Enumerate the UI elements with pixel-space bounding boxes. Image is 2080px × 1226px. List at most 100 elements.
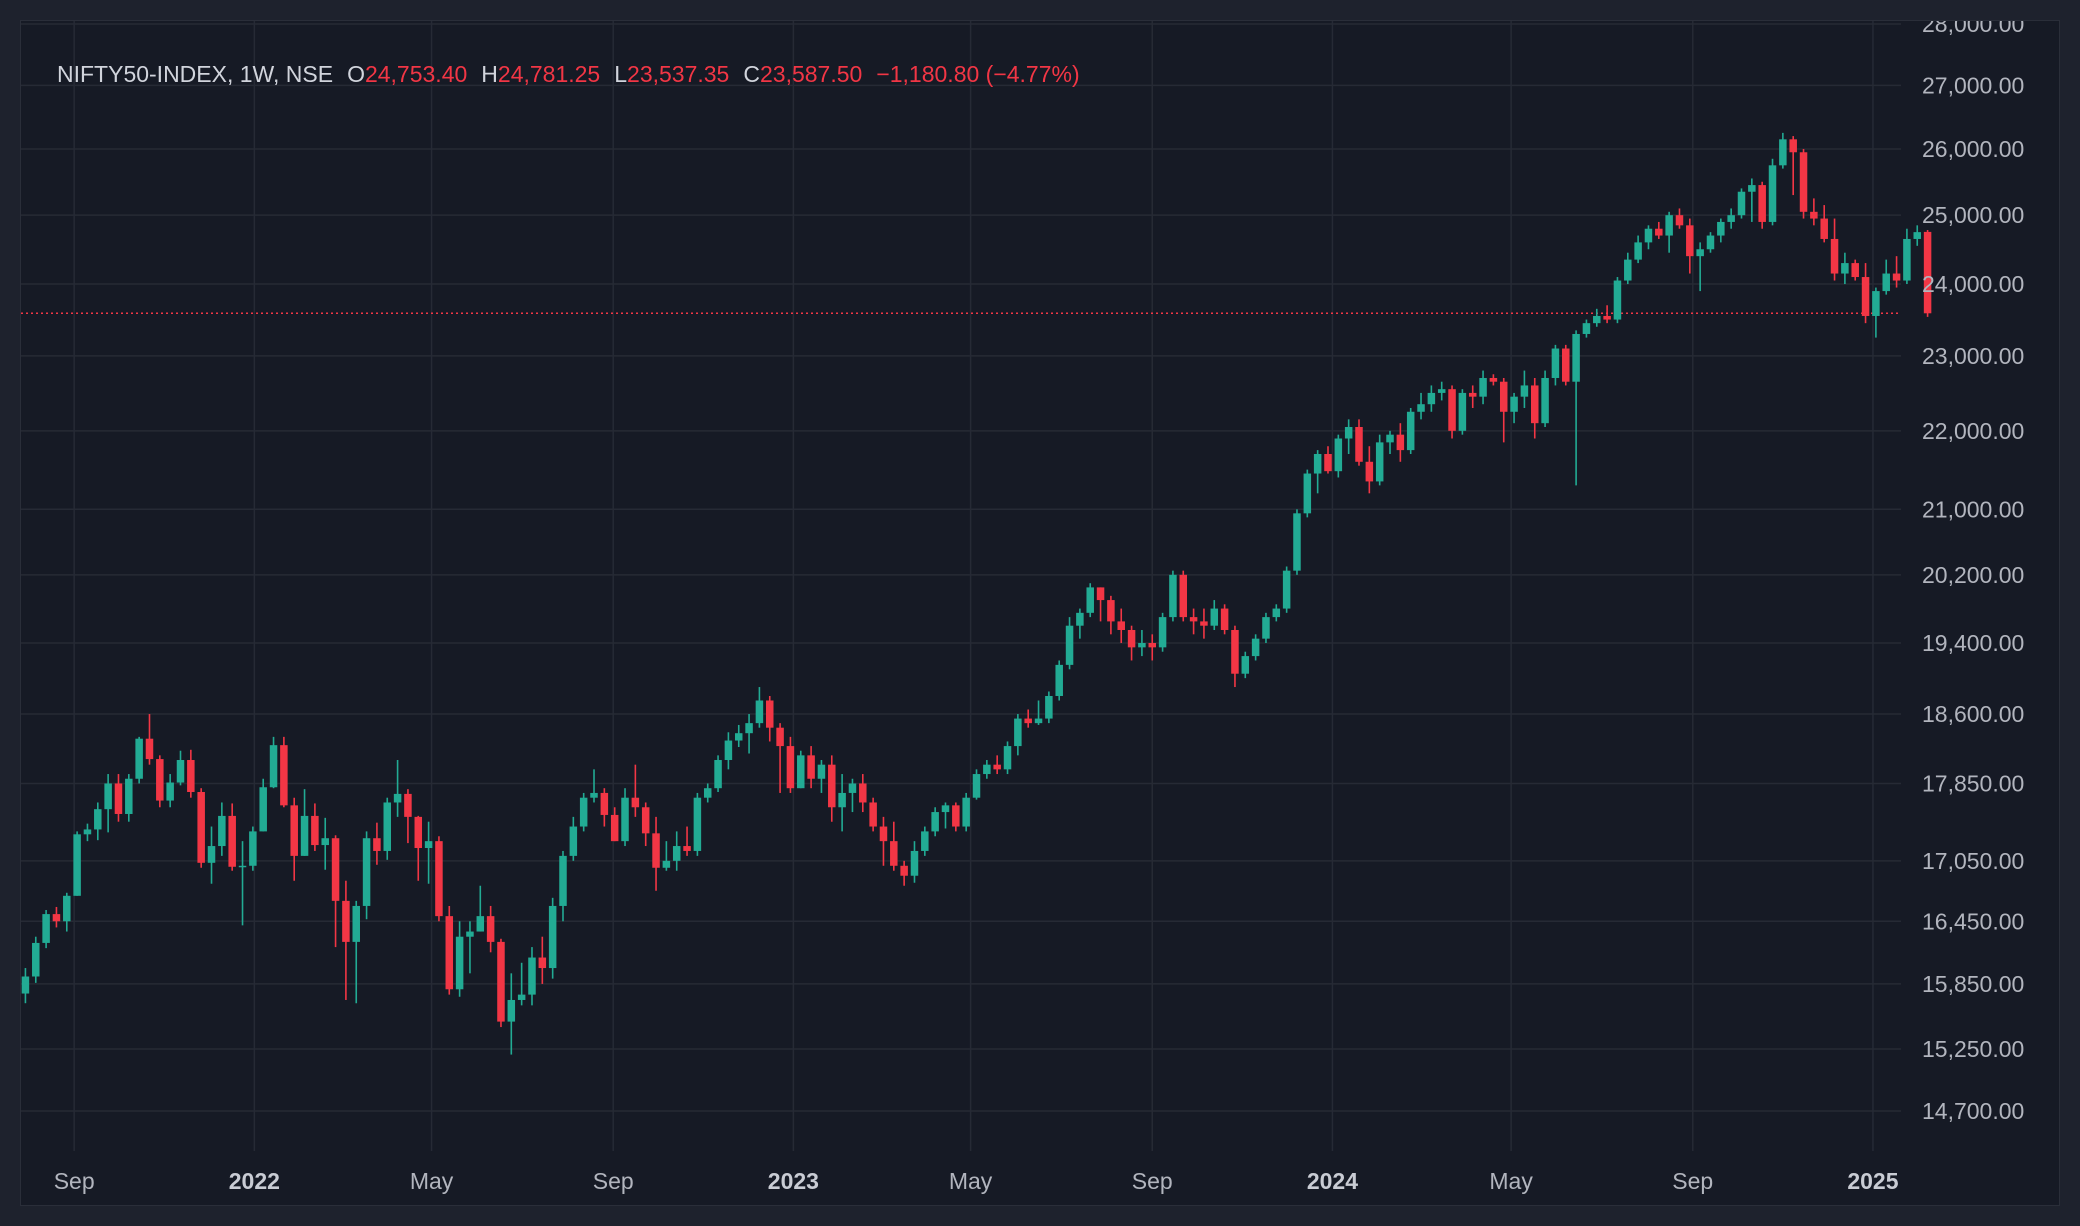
candle-up[interactable] bbox=[424, 821, 433, 884]
candle-up[interactable] bbox=[1138, 630, 1146, 657]
candles[interactable] bbox=[21, 132, 1932, 1055]
candle-down[interactable] bbox=[156, 755, 164, 808]
candle-up[interactable] bbox=[1065, 617, 1074, 670]
candle-down[interactable] bbox=[1789, 136, 1797, 196]
candle-up[interactable] bbox=[1872, 287, 1880, 338]
candle-down[interactable] bbox=[1489, 374, 1498, 386]
candle-up[interactable] bbox=[1913, 225, 1921, 246]
candle-up[interactable] bbox=[662, 841, 671, 871]
candle-down[interactable] bbox=[1923, 230, 1932, 317]
chart-panel[interactable]: 28,000.00 27,000.00 26,000.00 25,000.00 24,0… bbox=[20, 20, 2060, 1206]
candle-up[interactable] bbox=[352, 900, 360, 1004]
candle-down[interactable] bbox=[900, 860, 908, 886]
candle-up[interactable] bbox=[1458, 389, 1467, 435]
candle-up[interactable] bbox=[941, 802, 950, 829]
candle-down[interactable] bbox=[197, 788, 205, 868]
candle-down[interactable] bbox=[776, 723, 784, 793]
candle-down[interactable] bbox=[1830, 218, 1839, 281]
candle-down[interactable] bbox=[1810, 198, 1818, 226]
time-axis[interactable]: Sep 2022 May Sep 2023 May Sep 2024 May Sep 2025 bbox=[54, 1168, 1899, 1194]
candle-up[interactable] bbox=[1727, 208, 1735, 229]
candle-down[interactable] bbox=[631, 764, 640, 817]
candle-down[interactable] bbox=[1107, 595, 1115, 635]
candle-up[interactable] bbox=[1076, 608, 1084, 639]
candle-up[interactable] bbox=[921, 826, 929, 856]
candle-up[interactable] bbox=[1510, 392, 1518, 424]
candle-up[interactable] bbox=[983, 760, 991, 779]
candle-up[interactable] bbox=[32, 936, 40, 983]
candle-up[interactable] bbox=[745, 714, 753, 754]
candle-up[interactable] bbox=[63, 892, 71, 932]
candle-down[interactable] bbox=[1530, 377, 1539, 439]
candle-up[interactable] bbox=[321, 817, 329, 870]
candle-up[interactable] bbox=[1479, 370, 1487, 405]
candle-down[interactable] bbox=[683, 826, 691, 856]
candle-up[interactable] bbox=[1634, 235, 1642, 264]
candle-up[interactable] bbox=[1696, 242, 1704, 292]
candle-up[interactable] bbox=[269, 736, 278, 789]
candle-down[interactable] bbox=[1851, 259, 1859, 281]
candle-down[interactable] bbox=[373, 822, 381, 865]
candle-up[interactable] bbox=[1572, 330, 1580, 486]
candle-up[interactable] bbox=[1045, 691, 1053, 724]
candle-down[interactable] bbox=[342, 880, 350, 1000]
candle-down[interactable] bbox=[952, 802, 960, 832]
candle-up[interactable] bbox=[1241, 651, 1250, 679]
candle-up[interactable] bbox=[590, 769, 598, 803]
candle-down[interactable] bbox=[859, 774, 867, 813]
candle-down[interactable] bbox=[1758, 181, 1766, 229]
candle-up[interactable] bbox=[1779, 132, 1787, 169]
candle-up[interactable] bbox=[1158, 612, 1167, 652]
candle-up[interactable] bbox=[1282, 566, 1291, 613]
candle-up[interactable] bbox=[1086, 583, 1094, 618]
candle-up[interactable] bbox=[1624, 252, 1632, 285]
candle-up[interactable] bbox=[672, 831, 681, 871]
candle-up[interactable] bbox=[838, 774, 846, 832]
candle-up[interactable] bbox=[848, 778, 857, 813]
candle-down[interactable] bbox=[1024, 709, 1032, 728]
candle-up[interactable] bbox=[548, 897, 557, 979]
candle-up[interactable] bbox=[734, 724, 743, 748]
candle-up[interactable] bbox=[207, 826, 216, 884]
candle-up[interactable] bbox=[393, 760, 402, 817]
candle-up[interactable] bbox=[42, 910, 50, 949]
candle-up[interactable] bbox=[817, 760, 826, 793]
candle-down[interactable] bbox=[145, 714, 154, 765]
candle-up[interactable] bbox=[507, 973, 516, 1055]
candle-up[interactable] bbox=[1437, 381, 1446, 401]
candle-down[interactable] bbox=[766, 695, 774, 742]
candle-up[interactable] bbox=[724, 732, 733, 770]
candle-down[interactable] bbox=[1148, 634, 1156, 661]
candle-down[interactable] bbox=[600, 788, 609, 827]
candle-down[interactable] bbox=[879, 816, 888, 866]
candle-up[interactable] bbox=[1613, 277, 1622, 324]
candle-down[interactable] bbox=[1675, 208, 1684, 229]
candle-down[interactable] bbox=[1448, 385, 1456, 439]
candle-up[interactable] bbox=[1520, 370, 1529, 408]
candle-up[interactable] bbox=[621, 788, 629, 847]
candle-down[interactable] bbox=[404, 789, 412, 844]
candle-down[interactable] bbox=[1231, 625, 1239, 688]
candle-up[interactable] bbox=[1903, 228, 1911, 285]
candle-down[interactable] bbox=[1799, 149, 1808, 219]
candle-down[interactable] bbox=[1096, 587, 1105, 622]
candle-up[interactable] bbox=[1593, 308, 1601, 327]
candle-up[interactable] bbox=[73, 831, 81, 896]
candle-down[interactable] bbox=[486, 905, 495, 953]
candle-up[interactable] bbox=[1882, 259, 1890, 295]
candle-up[interactable] bbox=[1644, 225, 1653, 250]
candle-down[interactable] bbox=[280, 736, 288, 808]
candle-up[interactable] bbox=[579, 792, 588, 832]
candle-up[interactable] bbox=[1665, 211, 1673, 253]
candle-down[interactable] bbox=[331, 835, 340, 948]
candle-down[interactable] bbox=[890, 821, 898, 871]
candle-down[interactable] bbox=[1861, 263, 1870, 324]
candle-down[interactable] bbox=[1820, 205, 1828, 243]
candle-down[interactable] bbox=[1365, 446, 1374, 494]
candle-down[interactable] bbox=[311, 803, 319, 851]
candle-up[interactable] bbox=[962, 792, 970, 832]
candle-down[interactable] bbox=[652, 816, 660, 891]
candle-up[interactable] bbox=[1334, 434, 1343, 478]
candle-up[interactable] bbox=[1406, 407, 1415, 454]
candle-up[interactable] bbox=[714, 755, 722, 792]
